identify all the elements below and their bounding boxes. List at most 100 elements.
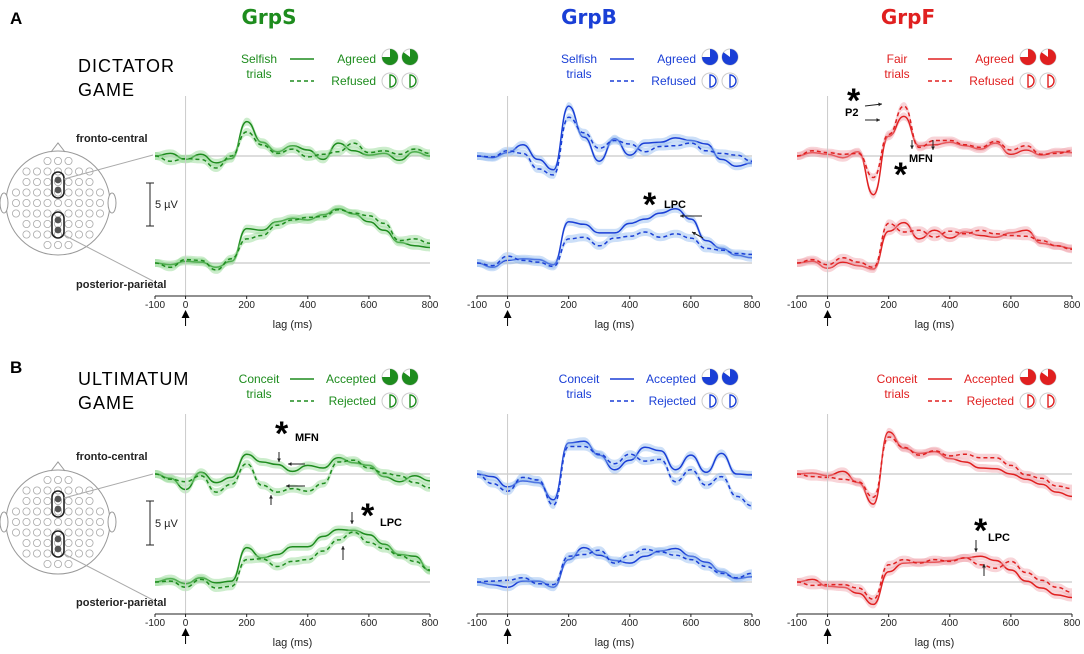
x-axis-dictator-grpf: -100 0 200 400 600 800 lag (ms) xyxy=(787,96,1081,331)
annotations: * LPC * P2 MFN * * MFN * LPC * LPC xyxy=(269,82,1010,576)
x-tick-label: 800 xyxy=(744,618,761,629)
series-line-refused xyxy=(796,222,1073,269)
electrode-dot xyxy=(33,528,42,537)
electrode-dot xyxy=(85,177,94,186)
series-line-rejected xyxy=(796,436,1073,498)
legend-solid-label: Agreed xyxy=(975,52,1014,66)
electrode-dot xyxy=(85,230,94,239)
electrode-dot xyxy=(43,219,52,228)
electrode-dot xyxy=(33,167,42,176)
x-tick-label: 800 xyxy=(744,300,761,311)
electrode-dot xyxy=(11,507,20,516)
electrode-dot xyxy=(43,230,52,239)
series-line-refused xyxy=(476,116,753,176)
x-axis-ultimatum-grps: -100 0 200 400 600 800 lag (ms) xyxy=(145,414,439,649)
series-line-accepted xyxy=(154,528,431,585)
game-title-ultimatum-2: GAME xyxy=(78,393,135,413)
x-axis-label: lag (ms) xyxy=(915,319,955,331)
electrode-dot xyxy=(75,518,84,527)
electrode-dot xyxy=(75,496,84,505)
electrode-dot xyxy=(43,486,52,495)
x-axis-label: lag (ms) xyxy=(595,319,635,331)
connector-line xyxy=(63,473,154,499)
x-tick-label: 400 xyxy=(941,618,958,629)
electrode-dot xyxy=(85,188,94,197)
star-lpc-ultimatum-grps: * xyxy=(361,497,375,535)
erp-panel-dictator-grps-fc xyxy=(154,117,431,172)
electrode-dot xyxy=(33,549,42,558)
x-tick-label: 200 xyxy=(560,300,577,311)
label-lpc-dictator-grpb: LPC xyxy=(664,199,686,211)
right-ear xyxy=(107,511,117,533)
electrode-dot xyxy=(96,518,105,527)
electrode-selected xyxy=(54,186,62,194)
electrode-dot xyxy=(64,496,73,505)
electrode-dot xyxy=(33,518,42,527)
connector-line xyxy=(63,553,154,601)
electrode-dot xyxy=(22,198,31,207)
erp-panel-ultimatum-grps-pp xyxy=(154,525,431,592)
electrode-selected xyxy=(54,226,62,234)
electrode-dot xyxy=(64,475,73,484)
electrode-dot xyxy=(22,507,31,516)
left-ear xyxy=(0,192,9,214)
electrode-dot xyxy=(22,528,31,537)
series-line-rejected xyxy=(154,531,431,589)
sem-band-refused xyxy=(477,228,752,271)
electrode-dot xyxy=(64,518,73,527)
electrode-dot xyxy=(75,177,84,186)
sem-band-agreed xyxy=(797,112,1072,199)
game-title-ultimatum-1: ULTIMATUM xyxy=(78,369,189,389)
sem-band-agreed xyxy=(477,204,752,272)
label-lpc-ultimatum-grpf: LPC xyxy=(988,532,1010,544)
electrode-dot xyxy=(64,177,73,186)
series-line-refused xyxy=(476,231,753,268)
group-title-grps: GrpS xyxy=(242,5,297,29)
connector-line xyxy=(63,234,154,282)
erp-panel-ultimatum-grpf-pp xyxy=(796,552,1073,609)
legend-dashed-label: Rejected xyxy=(967,394,1014,408)
sem-band-agreed xyxy=(155,117,430,167)
sem-band-refused xyxy=(797,102,1072,182)
electrode-dot xyxy=(75,528,84,537)
series-line-agreed xyxy=(796,221,1073,270)
legend-trial-type-2: trials xyxy=(884,387,909,401)
right-ear xyxy=(107,192,117,214)
x-tick-label: 200 xyxy=(560,618,577,629)
sem-band-refused xyxy=(797,219,1072,272)
legend-trial-type-2: trials xyxy=(246,387,271,401)
electrode-dot xyxy=(22,177,31,186)
electrode-dot xyxy=(43,209,52,218)
electrode-dot xyxy=(75,188,84,197)
x-tick-label: 400 xyxy=(621,618,638,629)
electrode-dot xyxy=(96,198,105,207)
annotation-arrowhead xyxy=(974,548,978,552)
electrode-dot xyxy=(54,198,63,207)
scale-bar-a xyxy=(146,182,154,227)
electrode-dot xyxy=(85,528,94,537)
legend-solid-label: Agreed xyxy=(337,52,376,66)
x-tick-label: 0 xyxy=(825,618,831,629)
erp-panel-ultimatum-grpf-fc xyxy=(796,427,1073,509)
offer-pie-outline xyxy=(1027,394,1035,408)
electrode-dot xyxy=(11,528,20,537)
electrode-dot xyxy=(75,219,84,228)
electrode-dot xyxy=(22,518,31,527)
electrode-dot xyxy=(75,209,84,218)
electrode-dot xyxy=(64,240,73,249)
x-tick-label: -100 xyxy=(787,300,807,311)
x-axis-dictator-grps: -100 0 200 400 600 800 lag (ms) xyxy=(145,96,439,331)
channel-label-pp-b: posterior-parietal xyxy=(76,597,166,609)
star-lpc-ultimatum-grpf: * xyxy=(974,512,988,550)
electrode-dot xyxy=(85,518,94,527)
annotation-arrowhead xyxy=(286,484,290,488)
x-tick-label: 200 xyxy=(238,618,255,629)
legend-trial-type-2: trials xyxy=(246,67,271,81)
electrode-dot xyxy=(43,156,52,165)
legend-dashed-label: Refused xyxy=(969,74,1014,88)
electrode-dot xyxy=(54,209,63,218)
electrode-head-map-b xyxy=(0,461,154,601)
star-p2-dictator-grpf: * xyxy=(847,82,861,120)
electrode-selected xyxy=(54,535,62,543)
